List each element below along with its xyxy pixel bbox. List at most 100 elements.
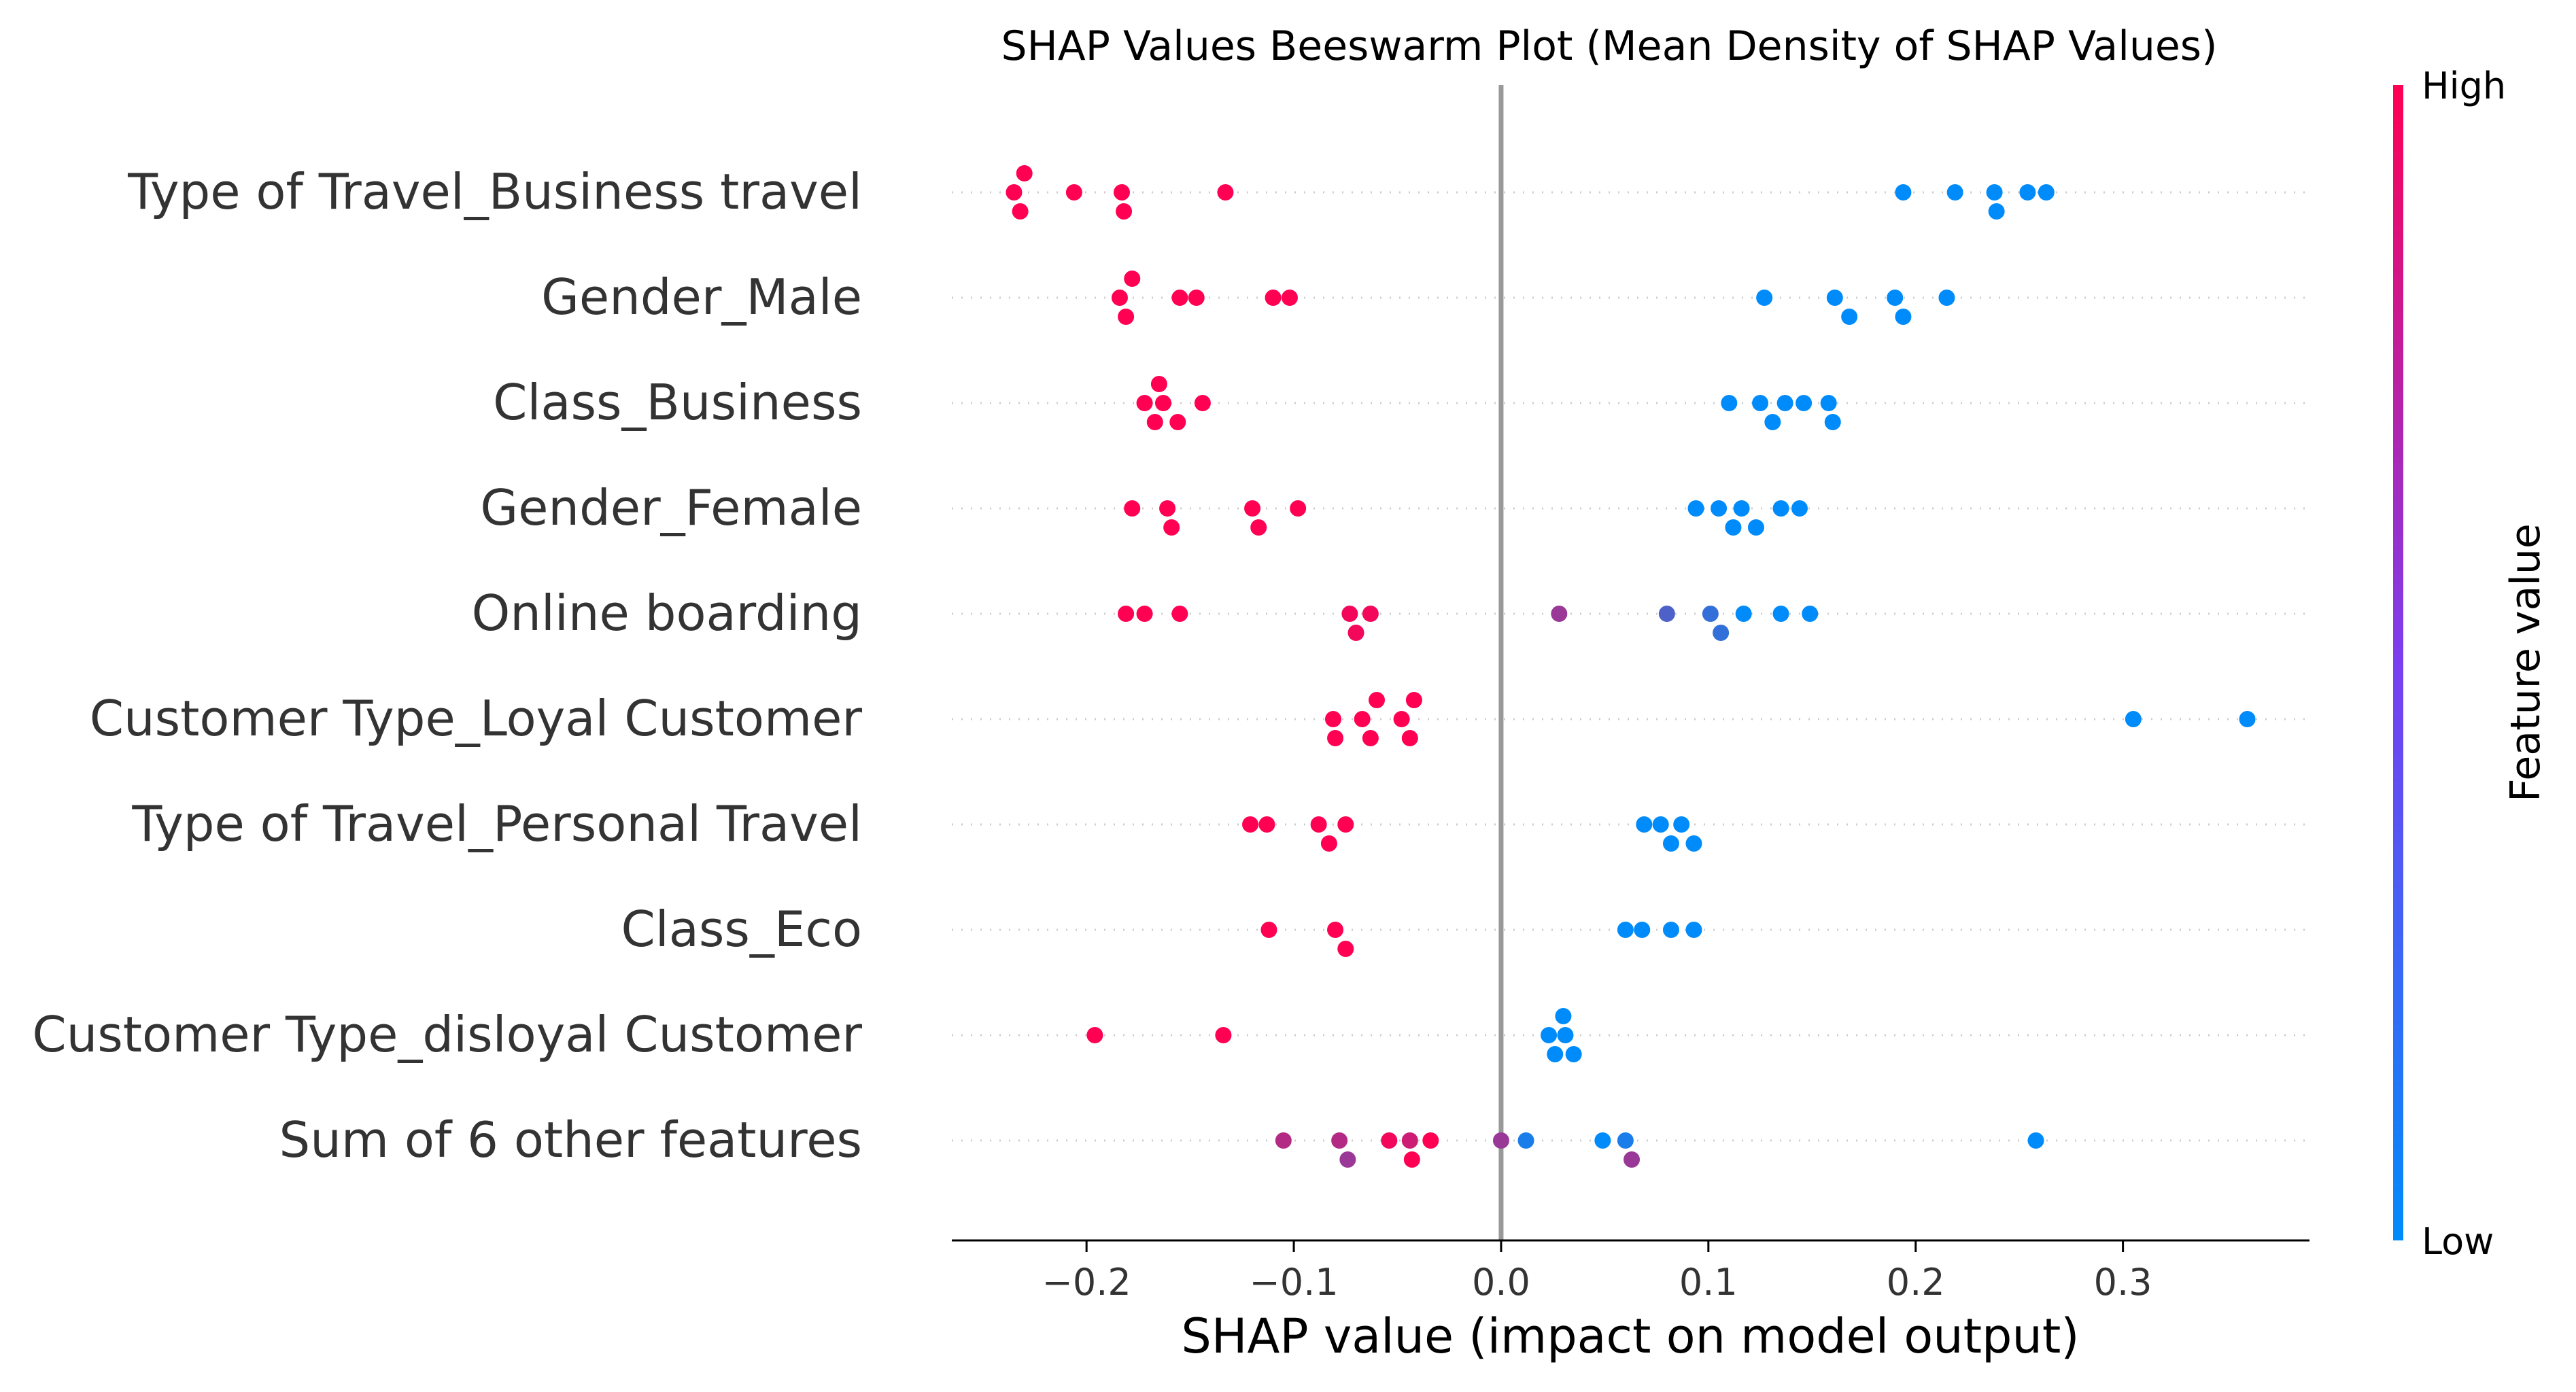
shap-point [1685,835,1702,852]
feature-label: Online boarding [472,585,862,642]
colorbar-title: Feature value [2502,523,2549,802]
shap-point [1735,606,1752,622]
feature-label: Customer Type_Loyal Customer [90,690,863,747]
shap-point [1673,816,1690,833]
shap-point [1331,1132,1348,1149]
shap-point [1381,1132,1398,1149]
colorbar-low-label: Low [2422,1220,2494,1263]
shap-point [1347,625,1364,641]
shap-point [1772,606,1789,622]
x-tick-label: −0.1 [1249,1261,1338,1304]
feature-label: Sum of 6 other features [279,1111,863,1168]
shap-point [1320,835,1337,852]
shap-point [1324,711,1341,727]
shap-point [1124,500,1141,517]
feature-label: Type of Travel_Personal Travel [131,795,862,852]
shap-point [1756,290,1773,306]
shap-point [1369,692,1386,708]
shap-point [1111,290,1128,306]
shap-point [1747,519,1764,536]
shap-point [1547,1046,1564,1062]
shap-point [1310,816,1327,833]
shap-point [1171,606,1188,622]
shap-point [1594,1132,1611,1149]
shap-point [2027,1132,2044,1149]
shap-point [1685,922,1702,938]
shap-point [1215,1027,1232,1043]
x-tick-label: 0.0 [1472,1261,1530,1304]
shap-point [1171,290,1188,306]
shap-point [1725,519,1742,536]
shap-point [1938,290,1955,306]
x-tick-label: 0.2 [1887,1261,1945,1304]
shap-point [1802,606,1819,622]
feature-label: Gender_Male [541,268,862,326]
shap-point [1820,395,1837,411]
shap-point [1188,290,1205,306]
shap-point [1555,1008,1572,1024]
shap-point [1118,606,1135,622]
shap-point [1617,1132,1634,1149]
shap-point [1895,309,1912,325]
shap-point [1401,1132,1418,1149]
shap-point [1118,309,1135,325]
shap-point [2125,711,2142,727]
shap-point [1150,376,1167,392]
shap-point [1986,184,2003,201]
shap-point [1136,606,1153,622]
shap-point [1136,395,1153,411]
shap-point [1016,165,1033,181]
feature-label: Gender_Female [480,479,862,536]
shap-point [1159,500,1176,517]
shap-point [1339,1151,1356,1168]
shap-point [1658,606,1675,622]
shap-point [1163,519,1180,536]
x-tick-label: −0.2 [1042,1261,1131,1304]
shap-point [1946,184,1963,201]
x-tick-label: 0.3 [2094,1261,2152,1304]
shap-point [1634,922,1651,938]
shap-point [1988,203,2005,220]
shap-point [1551,606,1568,622]
shap-point [1824,414,1841,430]
shap-point [1662,922,1679,938]
shap-point [2239,711,2256,727]
shap-point [1713,625,1730,641]
x-tick-label: 0.1 [1679,1261,1738,1304]
shap-point [1764,414,1781,430]
feature-label: Type of Travel_Business travel [127,163,862,220]
shap-point [1393,711,1410,727]
shap-point [1154,395,1171,411]
shap-point [1624,1151,1641,1168]
shap-point [1086,1027,1103,1043]
shap-point [1327,730,1344,746]
feature-labels: Type of Travel_Business travel Gender_Mal… [32,163,862,1168]
points-layer [1006,165,2256,1168]
shap-point [1401,730,1418,746]
feature-label: Customer Type_disloyal Customer [32,1006,862,1063]
x-axis-label: SHAP value (impact on model output) [1181,1308,2079,1364]
shap-point [1422,1132,1439,1149]
shap-point [1687,500,1704,517]
shap-point [2038,184,2055,201]
shap-point [1250,519,1267,536]
feature-label: Class_Business [493,374,862,431]
row-guides [952,191,2309,1142]
shap-point [1012,203,1029,220]
shap-point [1146,414,1163,430]
shap-point [1776,395,1793,411]
shap-point [1337,941,1354,957]
shap-point [1327,922,1344,938]
shap-point [1791,500,1808,517]
shap-point [1702,606,1719,622]
shap-point [1065,184,1082,201]
shap-point [1652,816,1669,833]
shap-point [1244,500,1261,517]
shap-point [1124,271,1141,287]
shap-point [1565,1046,1582,1062]
shap-point [1796,395,1813,411]
shap-point [1362,606,1379,622]
shap-point [1194,395,1211,411]
shap-point [1733,500,1750,517]
shap-point [1617,922,1634,938]
